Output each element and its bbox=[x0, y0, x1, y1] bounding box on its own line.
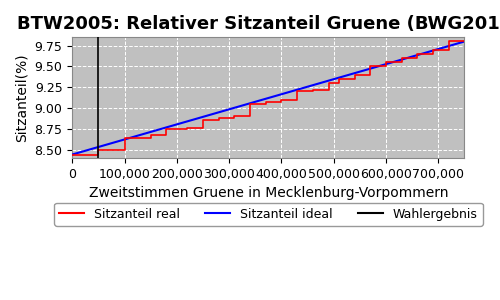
Legend: Sitzanteil real, Sitzanteil ideal, Wahlergebnis: Sitzanteil real, Sitzanteil ideal, Wahle… bbox=[54, 202, 482, 226]
Y-axis label: Sitzanteil(%): Sitzanteil(%) bbox=[15, 53, 29, 142]
Title: BTW2005: Relativer Sitzanteil Gruene (BWG2013): BTW2005: Relativer Sitzanteil Gruene (BW… bbox=[16, 15, 500, 33]
X-axis label: Zweitstimmen Gruene in Mecklenburg-Vorpommern: Zweitstimmen Gruene in Mecklenburg-Vorpo… bbox=[88, 186, 448, 200]
